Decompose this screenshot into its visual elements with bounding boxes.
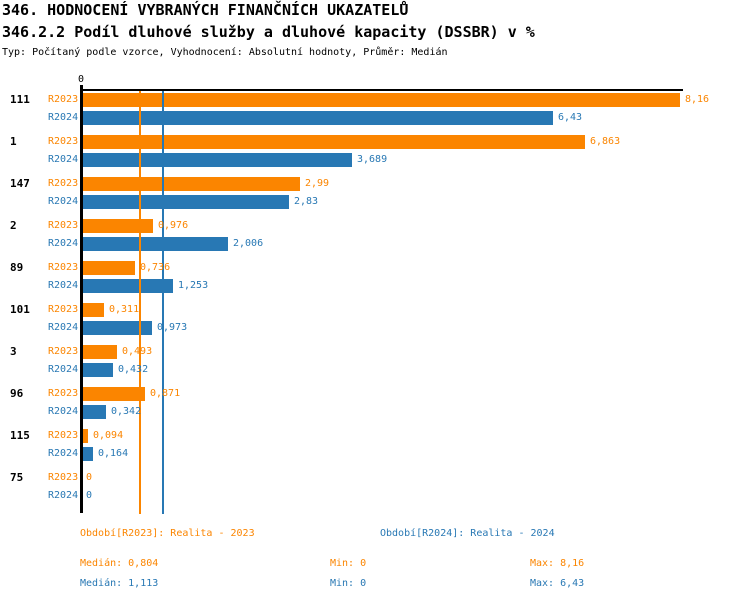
series-label-r2024: R2024	[48, 490, 79, 501]
bar-value-label: 1,253	[178, 280, 209, 291]
bar-value-label: 0	[86, 472, 93, 483]
bar-value-label: 3,689	[357, 154, 388, 165]
bar-value-label: 0,736	[140, 262, 171, 273]
row-category-label: 2	[10, 219, 17, 232]
row-category-label: 1	[10, 135, 17, 148]
bar-r2024	[81, 153, 352, 167]
bar-r2023	[81, 303, 104, 317]
bar-r2023	[81, 219, 153, 233]
bar-r2024	[81, 195, 289, 209]
bar-value-label: 8,16	[685, 94, 710, 105]
series-label-r2023: R2023	[48, 304, 79, 315]
bar-r2024	[81, 237, 228, 251]
series-label-r2023: R2023	[48, 472, 79, 483]
bar-value-label: 0	[86, 490, 93, 501]
row-category-label: 147	[10, 177, 30, 190]
bar-value-label: 6,43	[558, 112, 583, 123]
legend-period-r2023: Období[R2023]: Realita - 2023	[80, 528, 255, 539]
series-label-r2024: R2024	[48, 196, 79, 207]
series-label-r2024: R2024	[48, 112, 79, 123]
bar-r2023	[81, 261, 135, 275]
series-label-r2024: R2024	[48, 364, 79, 375]
bar-r2023	[81, 93, 680, 107]
series-label-r2024: R2024	[48, 322, 79, 333]
bar-r2024	[81, 363, 113, 377]
report-subtitle: 346.2.2 Podíl dluhové služby a dluhové k…	[2, 23, 535, 41]
bar-value-label: 0,094	[93, 430, 124, 441]
row-category-label: 111	[10, 93, 30, 106]
legend-period-r2024: Období[R2024]: Realita - 2024	[380, 528, 555, 539]
bar-r2023	[81, 387, 145, 401]
bar-value-label: 2,99	[305, 178, 330, 189]
bar-value-label: 0,973	[157, 322, 188, 333]
bar-value-label: 2,006	[233, 238, 264, 249]
bar-r2023	[81, 429, 88, 443]
series-label-r2024: R2024	[48, 280, 79, 291]
bar-r2023	[81, 135, 585, 149]
stat-max-r2023: Max: 8,16	[530, 558, 585, 569]
stat-min-r2024: Min: 0	[330, 578, 367, 589]
series-label-r2023: R2023	[48, 136, 79, 147]
series-label-r2023: R2023	[48, 388, 79, 399]
row-category-label: 3	[10, 345, 17, 358]
stat-median-r2024: Medián: 1,113	[80, 578, 159, 589]
median-line-r2024	[162, 91, 164, 514]
chart-top-border-line	[81, 89, 683, 91]
bar-value-label: 6,863	[590, 136, 621, 147]
bar-r2023	[81, 345, 117, 359]
bar-r2024	[81, 447, 93, 461]
median-line-r2023	[139, 91, 141, 514]
bar-value-label: 0,976	[158, 220, 189, 231]
report-title: 346. HODNOCENÍ VYBRANÝCH FINANČNÍCH UKAZ…	[2, 1, 409, 19]
row-category-label: 115	[10, 429, 30, 442]
stat-min-r2023: Min: 0	[330, 558, 367, 569]
report-meta-line: Typ: Počítaný podle vzorce, Vyhodnocení:…	[2, 47, 448, 58]
bar-value-label: 0,871	[150, 388, 181, 399]
bar-value-label: 2,83	[294, 196, 319, 207]
series-label-r2023: R2023	[48, 262, 79, 273]
stat-median-r2023: Medián: 0,804	[80, 558, 159, 569]
row-category-label: 75	[10, 471, 24, 484]
x-axis-zero-tick-label: 0	[78, 74, 85, 85]
row-category-label: 89	[10, 261, 24, 274]
series-label-r2024: R2024	[48, 448, 79, 459]
bar-r2023	[81, 177, 300, 191]
stat-max-r2024: Max: 6,43	[530, 578, 585, 589]
series-label-r2023: R2023	[48, 220, 79, 231]
bar-r2024	[81, 321, 152, 335]
row-category-label: 96	[10, 387, 24, 400]
y-axis-zero-line	[80, 85, 83, 513]
bar-value-label: 0,164	[98, 448, 129, 459]
row-category-label: 101	[10, 303, 30, 316]
series-label-r2023: R2023	[48, 346, 79, 357]
series-label-r2023: R2023	[48, 178, 79, 189]
bar-r2024	[81, 111, 553, 125]
bar-r2024	[81, 405, 106, 419]
series-label-r2023: R2023	[48, 94, 79, 105]
bar-value-label: 0,493	[122, 346, 153, 357]
series-label-r2024: R2024	[48, 238, 79, 249]
series-label-r2024: R2024	[48, 406, 79, 417]
bar-value-label: 0,311	[109, 304, 140, 315]
bar-r2024	[81, 279, 173, 293]
bar-value-label: 0,432	[118, 364, 149, 375]
series-label-r2024: R2024	[48, 154, 79, 165]
bar-value-label: 0,342	[111, 406, 142, 417]
series-label-r2023: R2023	[48, 430, 79, 441]
